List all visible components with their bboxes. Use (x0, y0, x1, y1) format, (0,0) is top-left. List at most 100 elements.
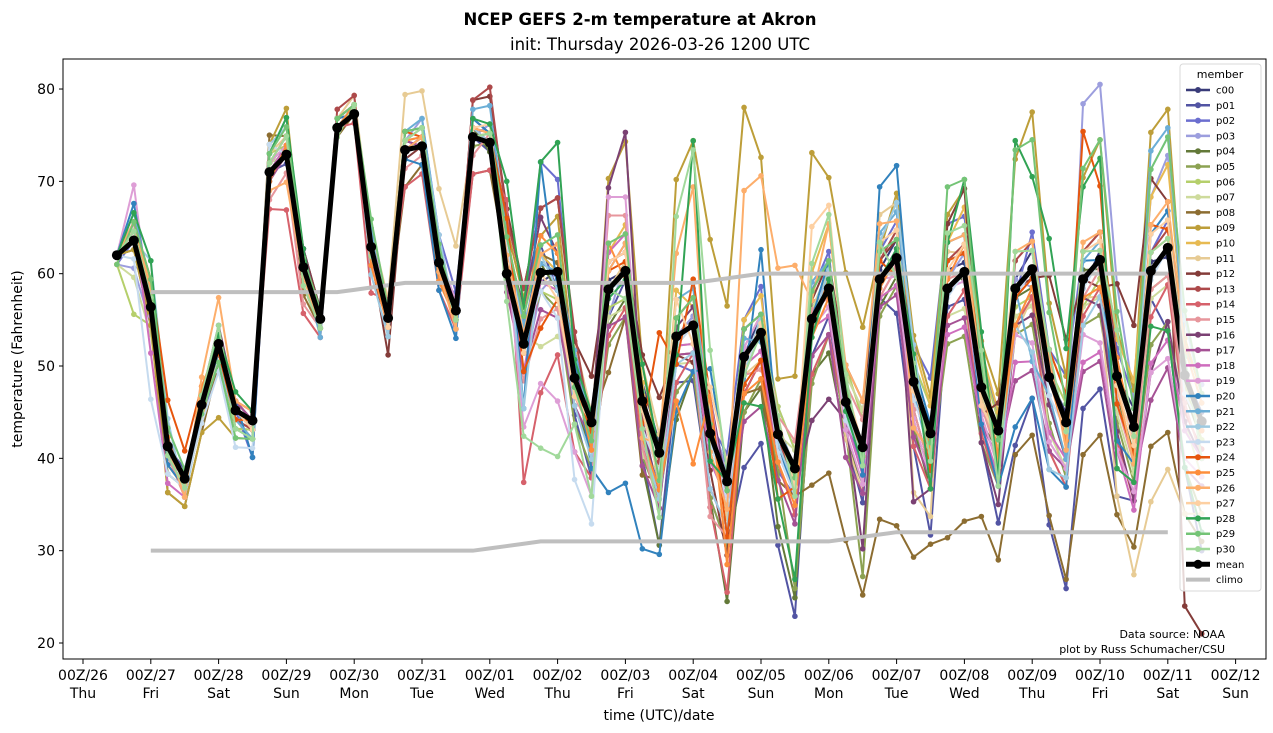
member-point (317, 325, 324, 331)
mean-point (264, 167, 275, 178)
member-point (554, 398, 561, 404)
legend-marker (1195, 117, 1201, 124)
member-point (842, 454, 849, 461)
member-point (1148, 323, 1154, 330)
member-point (673, 296, 680, 303)
member-point (775, 542, 781, 548)
member-point (893, 162, 900, 169)
member-point (1029, 340, 1035, 346)
mean-point (349, 108, 360, 119)
member-point (995, 501, 1002, 508)
legend-label: p25 (1216, 468, 1235, 479)
climo-low-line (150, 530, 1168, 553)
member-point (656, 514, 663, 521)
member-point (1063, 345, 1069, 352)
member-point (520, 350, 527, 356)
y-tick-label: 20 (37, 636, 55, 652)
member-point (1080, 100, 1086, 107)
x-tick-label: 00Z/03 (600, 668, 650, 684)
member-point (266, 150, 273, 157)
member-point (453, 326, 459, 332)
member-point (639, 472, 646, 478)
member-point (826, 470, 832, 476)
legend-marker (1195, 393, 1201, 399)
legend-item-p12: p12 (1186, 269, 1235, 280)
member-point (266, 160, 273, 166)
x-tick-day-label: Sun (748, 686, 775, 702)
member-point (1012, 322, 1019, 329)
member-point (300, 301, 307, 307)
mean-point (111, 250, 122, 261)
member-point (554, 352, 561, 358)
x-tick-label: 00Z/26 (58, 668, 108, 684)
member-point (1046, 235, 1052, 242)
legend-item-p20: p20 (1186, 392, 1235, 403)
member-point (300, 310, 307, 317)
member-point (571, 402, 578, 409)
member-point (520, 405, 527, 412)
mean-point (925, 428, 936, 439)
mean-line-group (111, 108, 1207, 487)
member-point (232, 389, 239, 395)
member-point (1131, 544, 1137, 550)
legend-label: p22 (1216, 422, 1235, 433)
mean-point (366, 241, 377, 252)
legend-label: p19 (1216, 376, 1235, 387)
member-point (961, 176, 968, 183)
member-point (775, 459, 781, 465)
legend-marker (1195, 484, 1201, 491)
member-point (351, 92, 358, 99)
legend-item-p07: p07 (1186, 193, 1235, 204)
member-point (131, 228, 137, 235)
member-point (1097, 247, 1103, 254)
legend-marker (1195, 362, 1201, 369)
legend-item-p25: p25 (1186, 468, 1235, 479)
legend-label: p27 (1216, 499, 1235, 510)
member-point (131, 200, 137, 207)
member-point (283, 179, 290, 186)
legend-item-p19: p19 (1186, 376, 1235, 387)
mean-point (400, 144, 411, 155)
x-tick-day-label: Thu (543, 686, 570, 702)
member-point (792, 262, 798, 269)
member-point (775, 496, 781, 502)
member-point (809, 149, 815, 156)
member-point (859, 546, 866, 552)
legend-label: p09 (1216, 223, 1235, 234)
member-point (1097, 340, 1103, 346)
member-point (605, 323, 612, 330)
mean-point (789, 463, 800, 474)
member-point (1148, 166, 1154, 173)
member-point (690, 276, 696, 283)
member-point (1063, 484, 1069, 490)
member-point (758, 357, 764, 364)
member-point (910, 498, 917, 505)
plot-frame (62, 58, 1267, 660)
member-point (1097, 238, 1103, 245)
credit-data-source: Data source: NOAA (1119, 628, 1225, 641)
x-tick-day-label: Wed (475, 686, 506, 702)
member-point (266, 141, 273, 148)
legend-box (1179, 63, 1262, 592)
member-point (487, 121, 493, 127)
member-point (978, 402, 985, 409)
member-point (1029, 238, 1035, 245)
member-point (1165, 217, 1171, 223)
legend-marker (1195, 546, 1201, 552)
member-point (876, 516, 883, 523)
legend-item-p29: p29 (1186, 529, 1235, 540)
x-tick-day-label: Sat (1156, 686, 1179, 702)
mean-point (230, 405, 241, 416)
x-tick-day-label: Thu (69, 686, 96, 702)
member-point (707, 384, 713, 391)
legend-item-p22: p22 (1186, 422, 1235, 433)
member-point (588, 521, 595, 527)
member-point (927, 458, 934, 464)
member-point (1080, 405, 1086, 412)
x-tick-day-label: Tue (884, 686, 909, 702)
x-tick-label: 00Z/04 (668, 668, 718, 684)
member-point (1131, 322, 1137, 329)
member-point (1012, 451, 1019, 458)
member-point (1080, 359, 1086, 366)
mean-point (484, 137, 495, 148)
